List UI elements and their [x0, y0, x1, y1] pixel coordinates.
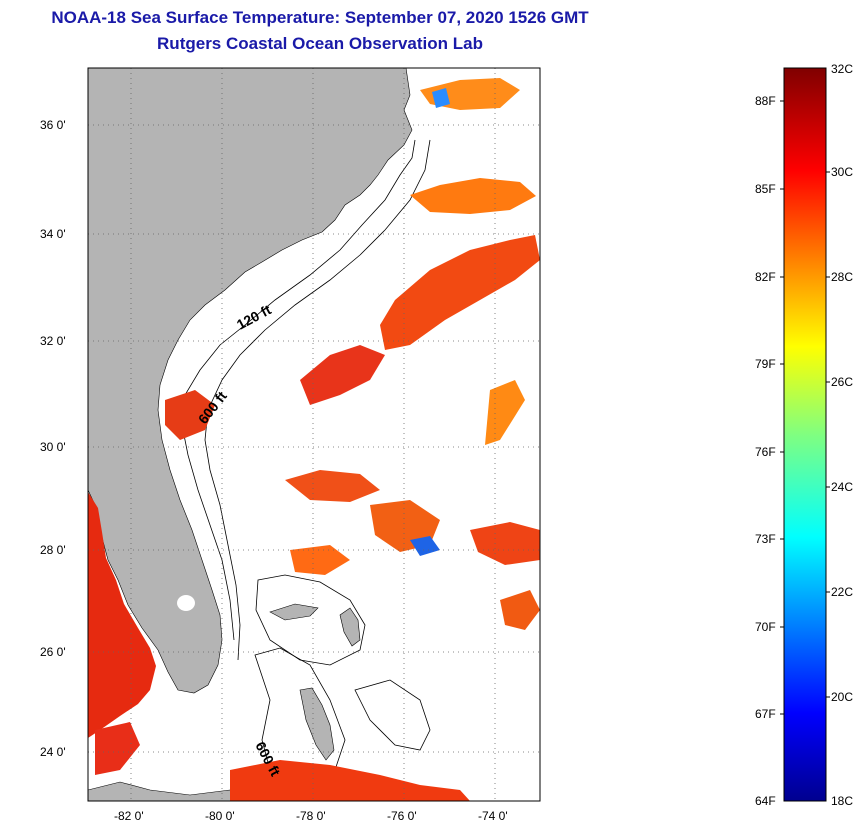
colorbar-c-label: 18C	[831, 794, 853, 808]
gulf-warm-water	[88, 492, 156, 738]
colorbar-c-label: 30C	[831, 165, 853, 179]
graticule	[88, 68, 540, 801]
lon-tick-label: -76 0'	[387, 809, 417, 823]
land-abaco	[339, 607, 361, 647]
map-title: NOAA-18 Sea Surface Temperature: Septemb…	[51, 8, 589, 27]
lon-tick-label: -74 0'	[478, 809, 508, 823]
lat-tick-label: 36 0'	[40, 118, 66, 132]
colorbar-f-label: 76F	[755, 445, 776, 459]
sst-patches	[95, 78, 540, 801]
lat-tick-label: 30 0'	[40, 440, 66, 454]
map-subtitle: Rutgers Coastal Ocean Observation Lab	[157, 34, 483, 53]
isobath-bahamas-a	[255, 574, 366, 666]
lat-tick-label: 24 0'	[40, 745, 66, 759]
colorbar-c-label: 28C	[831, 270, 853, 284]
lat-tick-label: 26 0'	[40, 645, 66, 659]
land-grand-bahama	[269, 603, 319, 621]
colorbar-c-label: 22C	[831, 585, 853, 599]
lat-tick-label: 34 0'	[40, 227, 66, 241]
lat-tick-label: 32 0'	[40, 334, 66, 348]
lat-tick-label: 28 0'	[40, 543, 66, 557]
land-us-coast	[88, 68, 413, 694]
colorbar-f-label: 73F	[755, 532, 776, 546]
lon-tick-label: -82 0'	[114, 809, 144, 823]
isobath-600ft	[204, 139, 431, 661]
colorbar-f-label: 70F	[755, 620, 776, 634]
colorbar-gradient	[783, 67, 827, 802]
lon-tick-label: -78 0'	[296, 809, 326, 823]
colorbar-f-label: 82F	[755, 270, 776, 284]
colorbar: 88F 85F 82F 79F 76F 73F 70F 67F 64F 32C …	[755, 62, 853, 808]
lake-okeechobee	[177, 595, 195, 611]
colorbar-c-label: 32C	[831, 62, 853, 76]
map-frame	[87, 67, 541, 802]
lon-tick-label: -80 0'	[205, 809, 235, 823]
isobath-bahamas-c	[354, 679, 431, 751]
colorbar-f-label: 85F	[755, 182, 776, 196]
colorbar-c-label: 20C	[831, 690, 853, 704]
colorbar-f-label: 88F	[755, 94, 776, 108]
isobath-120ft	[181, 139, 416, 641]
colorbar-c-label: 26C	[831, 375, 853, 389]
colorbar-f-label: 64F	[755, 794, 776, 808]
colorbar-f-label: 67F	[755, 707, 776, 721]
land-bahamas	[299, 687, 335, 761]
colorbar-f-label: 79F	[755, 357, 776, 371]
colorbar-c-label: 24C	[831, 480, 853, 494]
